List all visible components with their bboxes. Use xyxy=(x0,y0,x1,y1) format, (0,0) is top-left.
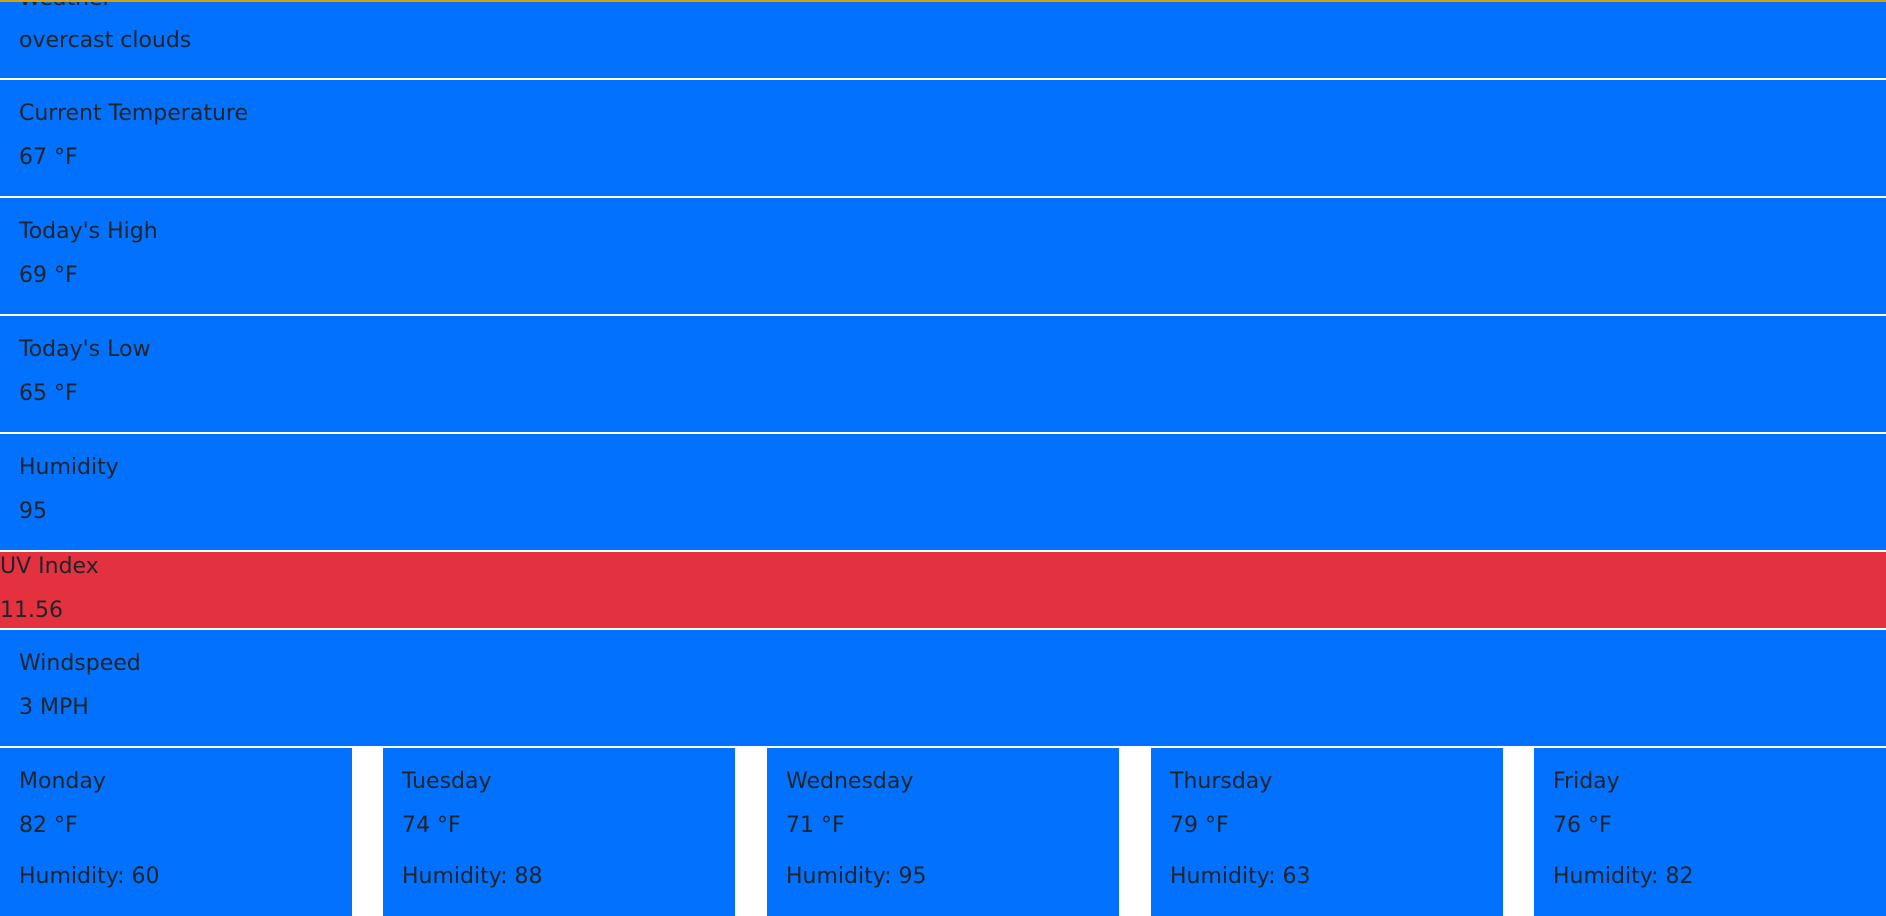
todays-low-label: Today's Low xyxy=(19,337,151,362)
forecast-humidity: Humidity: 63 xyxy=(1170,864,1311,889)
forecast-card-thursday: Thursday 79 °F Humidity: 63 xyxy=(1151,748,1503,916)
weather-panel: Weather overcast clouds xyxy=(0,0,1886,78)
todays-low-value: 65 °F xyxy=(19,381,78,406)
uv-index-panel: UV Index 11.56 xyxy=(0,552,1886,628)
current-temperature-panel: Current Temperature 67 °F xyxy=(0,80,1886,196)
forecast-temp: 71 °F xyxy=(786,813,845,838)
forecast-card-friday: Friday 76 °F Humidity: 82 xyxy=(1534,748,1886,916)
forecast-temp: 76 °F xyxy=(1553,813,1612,838)
forecast-day: Thursday xyxy=(1170,769,1273,794)
humidity-panel: Humidity 95 xyxy=(0,434,1886,550)
todays-high-panel: Today's High 69 °F xyxy=(0,198,1886,314)
forecast-humidity: Humidity: 88 xyxy=(402,864,543,889)
current-temperature-value: 67 °F xyxy=(19,145,78,170)
weather-value: overcast clouds xyxy=(19,28,192,53)
humidity-value: 95 xyxy=(19,499,47,524)
uv-index-value: 11.56 xyxy=(0,598,63,623)
forecast-card-tuesday: Tuesday 74 °F Humidity: 88 xyxy=(383,748,735,916)
forecast-card-monday: Monday 82 °F Humidity: 60 xyxy=(0,748,352,916)
todays-low-panel: Today's Low 65 °F xyxy=(0,316,1886,432)
top-border xyxy=(0,0,1886,2)
windspeed-label: Windspeed xyxy=(19,651,141,676)
forecast-day: Tuesday xyxy=(402,769,492,794)
windspeed-value: 3 MPH xyxy=(19,695,89,720)
forecast-temp: 82 °F xyxy=(19,813,78,838)
uv-index-label: UV Index xyxy=(0,554,99,579)
forecast-card-wednesday: Wednesday 71 °F Humidity: 95 xyxy=(767,748,1119,916)
forecast-day: Monday xyxy=(19,769,106,794)
forecast-humidity: Humidity: 82 xyxy=(1553,864,1694,889)
weather-label: Weather xyxy=(19,0,112,12)
windspeed-panel: Windspeed 3 MPH xyxy=(0,630,1886,746)
forecast-temp: 74 °F xyxy=(402,813,461,838)
forecast-humidity: Humidity: 60 xyxy=(19,864,160,889)
todays-high-label: Today's High xyxy=(19,219,158,244)
forecast-day: Friday xyxy=(1553,769,1620,794)
humidity-label: Humidity xyxy=(19,455,119,480)
todays-high-value: 69 °F xyxy=(19,263,78,288)
forecast-temp: 79 °F xyxy=(1170,813,1229,838)
current-temperature-label: Current Temperature xyxy=(19,101,248,126)
forecast-humidity: Humidity: 95 xyxy=(786,864,927,889)
forecast-day: Wednesday xyxy=(786,769,914,794)
